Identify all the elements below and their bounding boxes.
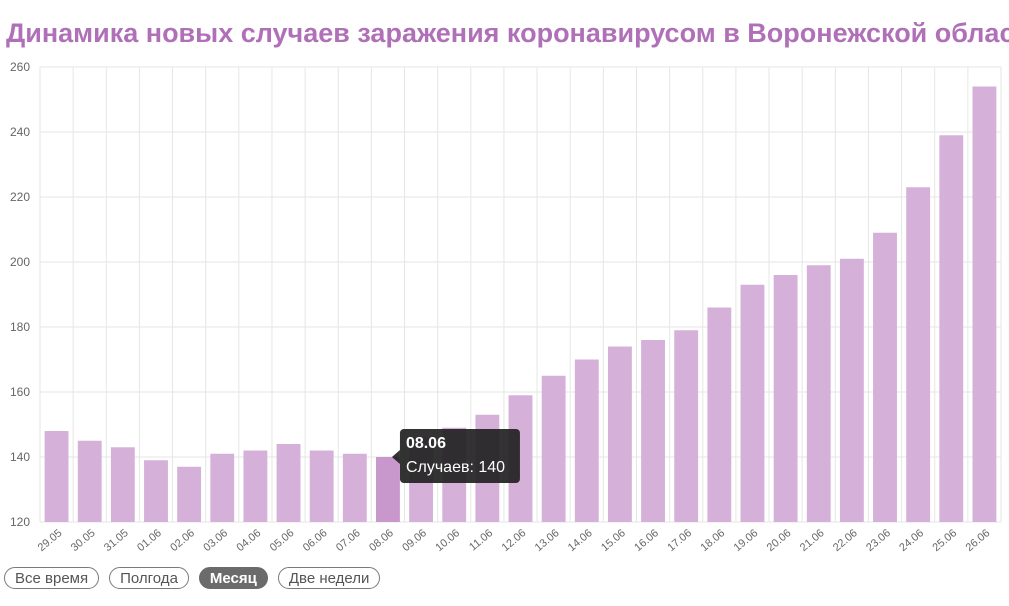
tooltip-box: [399, 429, 520, 483]
x-tick-label: 03.06: [201, 527, 230, 554]
x-tick-label: 12.06: [500, 527, 529, 554]
x-tick-label: 08.06: [367, 527, 396, 554]
bar: [44, 431, 69, 522]
tooltip-pointer: [391, 450, 400, 464]
bar: [641, 340, 665, 522]
period-month-button[interactable]: Месяц: [198, 567, 268, 589]
x-tick-label: 20.06: [765, 527, 794, 554]
x-tick-label: 29.05: [36, 527, 65, 554]
tooltip-label: Случаев: 140: [406, 459, 505, 476]
bar: [177, 466, 202, 522]
tooltip-title: 08.06: [406, 435, 446, 452]
bar: [607, 346, 632, 522]
x-tick-label: 16.06: [632, 527, 661, 554]
bar: [939, 135, 964, 522]
period-selector: Все время Полгода Месяц Две недели: [4, 567, 381, 589]
y-tick-label: 180: [10, 320, 30, 334]
bar: [707, 307, 732, 522]
bar: [77, 440, 102, 522]
bar: [773, 275, 798, 522]
x-tick-label: 24.06: [897, 527, 926, 554]
bar: [309, 450, 334, 522]
x-tick-label: 14.06: [566, 527, 595, 554]
bar: [508, 395, 533, 522]
x-tick-label: 22.06: [831, 527, 860, 554]
y-tick-label: 140: [10, 450, 30, 464]
bar: [541, 375, 566, 522]
bar: [806, 265, 831, 522]
x-tick-label: 09.06: [400, 527, 429, 554]
x-tick-label: 17.06: [665, 527, 694, 554]
x-tick-label: 23.06: [864, 527, 893, 554]
tooltip: 08.06 Случаев: 140: [391, 429, 520, 483]
bar: [906, 187, 931, 522]
x-tick-label: 21.06: [798, 527, 827, 554]
x-tick-label: 15.06: [599, 527, 628, 554]
x-tick-label: 25.06: [930, 527, 959, 554]
x-tick-label: 26.06: [964, 527, 993, 554]
x-tick-label: 11.06: [467, 527, 495, 553]
bar: [574, 359, 599, 522]
bar: [144, 460, 168, 522]
chart-title: Динамика новых случаев заражения коронав…: [6, 18, 1009, 48]
x-tick-label: 10.06: [433, 527, 462, 554]
y-tick-label: 220: [10, 190, 30, 204]
bar: [972, 86, 997, 522]
bar: [243, 450, 268, 522]
x-tick-label: 02.06: [168, 527, 197, 554]
bar: [342, 453, 367, 522]
x-tick-label: 18.06: [698, 527, 727, 554]
period-half-year-button[interactable]: Полгода: [109, 567, 189, 589]
x-tick-label: 19.06: [732, 527, 761, 554]
bar: [110, 447, 135, 522]
x-tick-label: 07.06: [334, 527, 363, 554]
period-all-time-button[interactable]: Все время: [4, 567, 100, 589]
bar: [674, 330, 699, 522]
y-tick-label: 200: [10, 255, 30, 269]
y-tick-label: 120: [10, 515, 30, 529]
bar: [276, 444, 301, 522]
x-tick-label: 31.05: [102, 527, 131, 554]
bar: [873, 232, 897, 522]
x-tick-label: 13.06: [533, 527, 562, 554]
x-tick-label: 30.05: [69, 527, 98, 554]
y-tick-label: 160: [10, 385, 30, 399]
bar: [839, 258, 864, 522]
x-tick-label: 05.06: [268, 527, 297, 554]
period-two-weeks-button[interactable]: Две недели: [277, 567, 381, 589]
bar: [376, 457, 400, 522]
bar: [210, 453, 235, 522]
bar: [740, 284, 765, 522]
y-tick-label: 260: [10, 60, 30, 74]
x-tick-label: 01.06: [135, 527, 164, 554]
x-tick-label: 04.06: [235, 527, 264, 554]
y-tick-label: 240: [10, 125, 30, 139]
x-tick-label: 06.06: [301, 527, 330, 554]
